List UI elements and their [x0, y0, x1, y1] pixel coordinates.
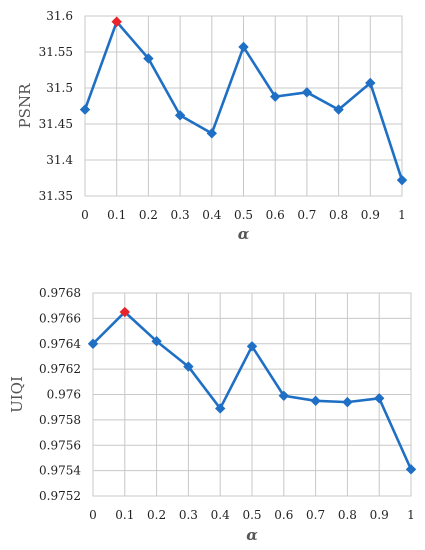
data-point-best — [119, 306, 130, 318]
data-point — [405, 464, 417, 475]
y-tick-label: 31.6 — [46, 9, 73, 23]
x-tick-label: 0.1 — [107, 208, 126, 222]
y-tick-label: 0.9754 — [39, 464, 81, 478]
y-tick-label: 0.9764 — [39, 337, 81, 351]
data-point — [310, 395, 321, 407]
x-axis-label: α — [246, 526, 258, 544]
data-point — [174, 110, 186, 121]
chart-2: 0.9752 0.9754 0.9756 0.9758 0.976 0.9762 0.976… — [8, 286, 417, 544]
y-tick-label: 31.55 — [39, 45, 73, 59]
y-tick-label: 31.45 — [39, 117, 73, 131]
x-tick-label: 1 — [407, 508, 415, 522]
data-point — [278, 390, 289, 401]
data-point — [143, 53, 154, 64]
x-tick-label: 0.7 — [306, 508, 325, 522]
y-tick-label: 0.976 — [47, 388, 81, 402]
x-tick-label: 0.4 — [211, 508, 230, 522]
data-point — [301, 87, 313, 98]
x-tick-label: 0.7 — [297, 208, 316, 222]
y-tick-label: 31.35 — [39, 189, 73, 203]
x-tick-label: 0.3 — [179, 508, 198, 522]
data-point — [79, 104, 91, 115]
y-tick-label: 31.4 — [46, 153, 73, 167]
x-tick-label: 0.4 — [202, 208, 221, 222]
x-tick-label: 0.8 — [338, 508, 357, 522]
x-tick-label: 0.2 — [139, 208, 158, 222]
data-point — [396, 174, 408, 186]
data-point — [270, 91, 281, 102]
data-point — [333, 104, 344, 115]
data-point — [183, 361, 194, 372]
y-tick-label: 0.9752 — [39, 489, 81, 503]
y-axis-label: PSNR — [16, 83, 34, 128]
y-tick-label: 0.9766 — [39, 311, 81, 325]
x-tick-label: 0 — [81, 208, 89, 222]
data-point-best — [111, 16, 122, 27]
x-tick-label: 0.8 — [329, 208, 348, 222]
data-point — [87, 338, 99, 349]
x-tick-label: 1 — [398, 208, 406, 222]
x-tick-label: 0.5 — [242, 508, 261, 522]
x-tick-label: 0.9 — [370, 508, 389, 522]
data-point — [151, 336, 162, 347]
y-tick-label: 0.9768 — [39, 286, 81, 300]
x-tick-label: 0.2 — [147, 508, 166, 522]
y-axis-label: UIQI — [8, 376, 26, 413]
y-tick-label: 31.5 — [46, 81, 73, 95]
x-axis-label: α — [238, 225, 250, 243]
data-point — [238, 41, 249, 53]
data-point — [215, 403, 226, 414]
data-point — [365, 77, 376, 89]
x-tick-label: 0.3 — [171, 208, 190, 222]
y-tick-label: 0.9758 — [39, 413, 81, 427]
x-tick-label: 0 — [89, 508, 97, 522]
y-tick-label: 0.9762 — [39, 362, 81, 376]
chart-1: 31.35 31.4 31.45 31.5 31.55 31.6 0 0.1 0.2 0.3 0.4… — [16, 9, 408, 243]
x-tick-label: 0.6 — [274, 508, 293, 522]
data-point — [206, 128, 217, 139]
y-tick-label: 0.9756 — [39, 438, 81, 452]
data-point — [374, 393, 385, 404]
x-tick-label: 0.5 — [234, 208, 253, 222]
x-tick-label: 0.1 — [115, 508, 134, 522]
data-point — [342, 396, 353, 408]
x-tick-label: 0.6 — [266, 208, 285, 222]
plot-frame — [92, 292, 412, 497]
data-point — [246, 341, 258, 352]
x-tick-label: 0.9 — [361, 208, 380, 222]
